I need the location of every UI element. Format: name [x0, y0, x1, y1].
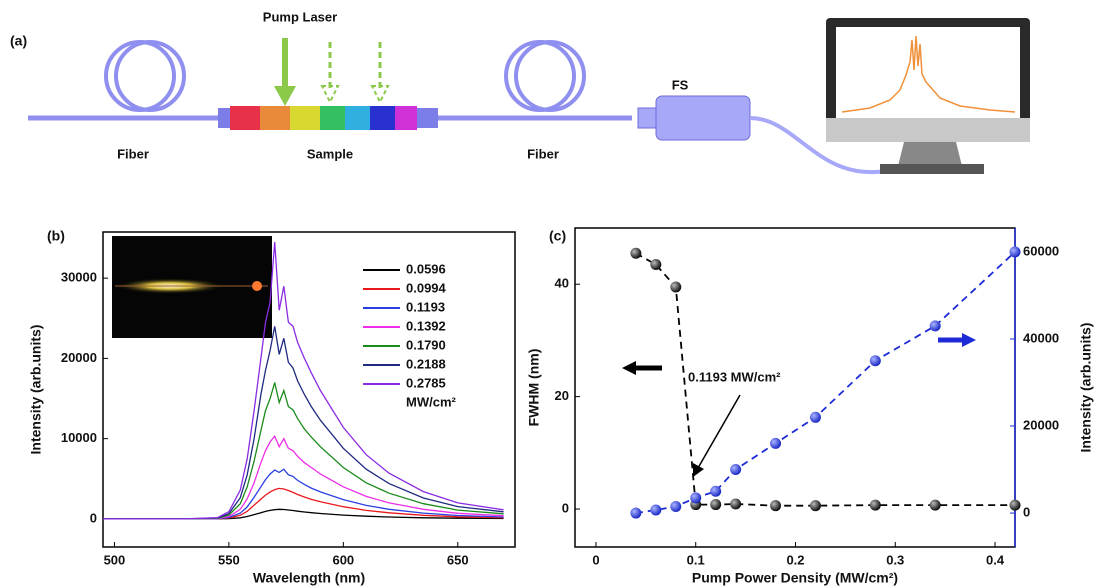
inset-image	[112, 236, 272, 338]
x-tick-label: 550	[218, 552, 240, 567]
monitor	[826, 18, 1030, 174]
spectrometer-label: FS	[672, 77, 689, 92]
legend-label: 0.1790	[406, 337, 446, 352]
trend-line	[635, 252, 1015, 507]
legend-label: 0.2785	[406, 375, 446, 390]
legend-unit: MW/cm²	[406, 394, 457, 409]
axis-arrows	[622, 333, 976, 477]
spectrum-line	[103, 241, 504, 520]
plot-frame	[102, 231, 516, 548]
panel-label: (b)	[47, 228, 65, 244]
data-point	[809, 500, 821, 512]
pump-arrows	[274, 38, 390, 106]
data-point	[710, 499, 722, 511]
data-point	[929, 499, 941, 511]
y2-tick-label: 0	[1023, 504, 1030, 519]
data-point	[630, 247, 642, 259]
data-point	[630, 507, 642, 519]
panel-label: (c)	[549, 228, 566, 244]
x-tick-label: 650	[447, 552, 469, 567]
y2-axis-label: Intensity (arb.units)	[1078, 323, 1094, 453]
y-axis-label: FWHM (nm)	[526, 349, 542, 427]
fiber-label: Fiber	[117, 146, 149, 161]
y-tick-label: 0	[90, 510, 97, 525]
data-point	[690, 492, 702, 504]
y-axis-label: Intensity (arb.units)	[28, 325, 44, 455]
y-tick-label: 20	[555, 388, 569, 403]
fiber-coil	[104, 40, 586, 112]
legend-label: 0.0596	[406, 261, 446, 276]
y-tick-label: 10000	[61, 430, 97, 445]
spectrum-line	[103, 434, 504, 520]
data-point	[869, 355, 881, 367]
data-point	[650, 259, 662, 271]
y2-tick-label: 60000	[1023, 243, 1059, 258]
data-point	[809, 411, 821, 423]
fiber-label: Fiber	[527, 146, 559, 161]
legend-label: 0.2188	[406, 356, 446, 371]
data-point	[869, 499, 881, 511]
x-tick-label: 0	[592, 552, 599, 567]
legend-label: 0.0994	[406, 280, 447, 295]
y2-tick-label: 40000	[1023, 330, 1059, 345]
spectrum-line	[103, 468, 504, 520]
spectrum-line	[103, 508, 504, 520]
data-point	[730, 464, 742, 476]
x-tick-label: 500	[104, 552, 126, 567]
spectrum-line	[103, 487, 504, 520]
x-tick-label: 0.4	[986, 552, 1005, 567]
data-point	[650, 504, 662, 516]
data-point	[1009, 246, 1021, 258]
spectrometer	[637, 95, 901, 175]
pump-label: Pump Laser	[263, 9, 337, 24]
data-point	[929, 320, 941, 332]
y-tick-label: 40	[555, 276, 569, 291]
data-point	[1009, 499, 1021, 511]
x-tick-label: 0.1	[687, 552, 705, 567]
legend-label: 0.1193	[406, 299, 445, 314]
x-tick-label: 0.3	[886, 552, 904, 567]
data-point	[730, 498, 742, 510]
spectrum-line	[103, 326, 504, 520]
data-point	[770, 500, 782, 512]
y-tick-label: 30000	[61, 270, 97, 285]
y2-tick-label: 20000	[1023, 417, 1059, 432]
legend-label: 0.1392	[406, 318, 446, 333]
panel-label: (a)	[10, 33, 27, 49]
data-point	[670, 281, 682, 293]
plot-frame	[574, 227, 1016, 548]
data-point	[670, 501, 682, 513]
x-tick-label: 0.2	[786, 552, 804, 567]
x-tick-label: 600	[332, 552, 354, 567]
sample	[218, 106, 438, 130]
setup-diagram: (a) Pump Laser Fiber Sample Fiber	[10, 9, 1030, 175]
spectrum-line	[103, 382, 504, 520]
y-tick-label: 0	[562, 500, 569, 515]
x-axis-label: Pump Power Density (MW/cm²)	[692, 570, 898, 586]
data-point	[770, 437, 782, 449]
annotation: 0.1193 MW/cm²	[688, 369, 781, 384]
y-tick-label: 20000	[61, 350, 97, 365]
sample-label: Sample	[307, 146, 353, 161]
x-axis-label: Wavelength (nm)	[253, 570, 365, 586]
data-point	[710, 485, 722, 497]
